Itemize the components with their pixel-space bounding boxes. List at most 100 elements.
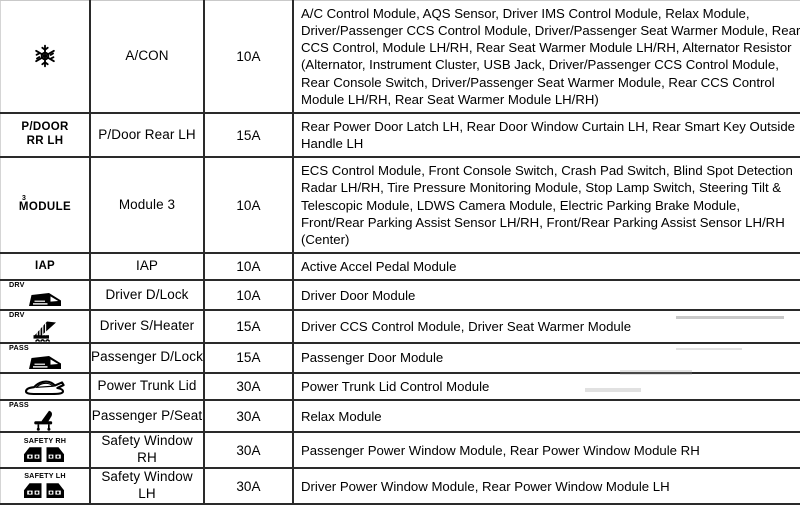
fuse-amperage-cell: 15A xyxy=(204,113,293,157)
fuse-amperage: 15A xyxy=(205,350,292,365)
text-label-icon-caption: IAP xyxy=(35,260,55,274)
fuse-amperage-cell: 30A xyxy=(204,373,293,400)
trunk-lid-icon xyxy=(1,376,89,398)
fuse-icon-cell: DRV xyxy=(1,280,91,310)
fuse-amperage-cell: 10A xyxy=(204,157,293,253)
table-row: IAP IAP 10A Active Accel Pedal Module xyxy=(1,253,800,280)
fuse-icon-cell: 3 MODULE xyxy=(1,157,91,253)
fuse-amperage: 10A xyxy=(205,49,292,64)
fuse-name-cell: Module 3 xyxy=(90,157,204,253)
fuse-name-cell: P/Door Rear LH xyxy=(90,113,204,157)
fuse-name: Power Trunk Lid xyxy=(91,378,203,395)
fuse-description: Driver Power Window Module, Rear Power W… xyxy=(294,474,800,499)
fuse-icon-cell xyxy=(1,1,91,113)
fuse-name: A/CON xyxy=(91,48,203,65)
fuse-amperage-cell: 30A xyxy=(204,468,293,504)
fuse-name: Safety Window LH xyxy=(91,469,203,503)
fuse-amperage-cell: 10A xyxy=(204,280,293,310)
fuse-name-cell: Safety Window RH xyxy=(90,432,204,468)
door-icon: DRV xyxy=(1,281,89,309)
fuse-icon-cell: SAFETY RH xyxy=(1,432,91,468)
fuse-amperage-cell: 15A xyxy=(204,310,293,342)
fuse-description-cell: A/C Control Module, AQS Sensor, Driver I… xyxy=(293,1,800,113)
fuse-description-cell: ECS Control Module, Front Console Switch… xyxy=(293,157,800,253)
fuse-description: Active Accel Pedal Module xyxy=(294,254,800,279)
fuse-description: Rear Power Door Latch LH, Rear Door Wind… xyxy=(294,114,800,156)
fuse-amperage: 15A xyxy=(205,128,292,143)
table-row: P/DOOR RR LH P/Door Rear LH 15A Rear Pow… xyxy=(1,113,800,157)
snowflake-icon xyxy=(1,43,89,69)
fuse-name-cell: Passenger D/Lock xyxy=(90,343,204,373)
seat-heater-icon: DRV xyxy=(1,311,89,341)
fuse-amperage: 10A xyxy=(205,259,292,274)
fuse-name: Module 3 xyxy=(91,197,203,214)
table-row: A/CON 10A A/C Control Module, AQS Sensor… xyxy=(1,1,800,113)
fuse-amperage-cell: 30A xyxy=(204,400,293,432)
fuse-description-cell: Passenger Power Window Module, Rear Powe… xyxy=(293,432,800,468)
fuse-name: IAP xyxy=(91,258,203,275)
table-row: DRV xyxy=(1,310,800,342)
fuse-description-cell: Driver Door Module xyxy=(293,280,800,310)
seat-heater-icon-caption: DRV xyxy=(9,311,25,319)
table-row: SAFETY LH xyxy=(1,468,800,504)
fuse-name: Safety Window RH xyxy=(91,433,203,467)
fuse-description-cell: Passenger Door Module xyxy=(293,343,800,373)
table-row: 3 MODULE Module 3 10A ECS Control Module… xyxy=(1,157,800,253)
fuse-name-cell: Driver D/Lock xyxy=(90,280,204,310)
fuse-icon-cell: PASS xyxy=(1,400,91,432)
safety-window-icon: SAFETY LH xyxy=(1,472,89,499)
fuse-amperage-cell: 10A xyxy=(204,253,293,280)
safety-window-icon-caption: SAFETY LH xyxy=(24,472,66,480)
fuse-icon-cell: DRV xyxy=(1,310,91,342)
fuse-amperage: 15A xyxy=(205,319,292,334)
fuse-icon-cell: PASS xyxy=(1,343,91,373)
text-label-icon: P/DOOR RR LH xyxy=(1,121,89,149)
door-icon-caption: PASS xyxy=(9,344,29,352)
fuse-amperage: 30A xyxy=(205,409,292,424)
table-row: DRV Driver D/Lock 10A Driver Door Module xyxy=(1,280,800,310)
fuse-amperage: 10A xyxy=(205,288,292,303)
fuse-description: A/C Control Module, AQS Sensor, Driver I… xyxy=(294,1,800,112)
power-seat-icon: PASS xyxy=(1,401,89,431)
fuse-description: Relax Module xyxy=(294,404,800,429)
fuse-description: Passenger Power Window Module, Rear Powe… xyxy=(294,438,800,463)
fuse-amperage: 30A xyxy=(205,379,292,394)
fuse-amperage-cell: 30A xyxy=(204,432,293,468)
table-row: PASS Passenger P/Seat 30A xyxy=(1,400,800,432)
fuse-name: Passenger P/Seat xyxy=(91,408,203,425)
fuse-amperage-cell: 15A xyxy=(204,343,293,373)
fuse-icon-cell xyxy=(1,373,91,400)
safety-window-icon-caption: SAFETY RH xyxy=(24,437,66,445)
fuse-description: ECS Control Module, Front Console Switch… xyxy=(294,158,800,252)
fuse-description-cell: Power Trunk Lid Control Module xyxy=(293,373,800,400)
fuse-amperage-cell: 10A xyxy=(204,1,293,113)
fuse-name-cell: Power Trunk Lid xyxy=(90,373,204,400)
fuse-name: Passenger D/Lock xyxy=(91,349,203,366)
fuse-name: Driver D/Lock xyxy=(91,287,203,304)
fuse-name-cell: Passenger P/Seat xyxy=(90,400,204,432)
fuse-name-cell: Safety Window LH xyxy=(90,468,204,504)
fuse-description-cell: Relax Module xyxy=(293,400,800,432)
power-seat-icon-caption: PASS xyxy=(9,401,29,409)
fuse-description-cell: Active Accel Pedal Module xyxy=(293,253,800,280)
text-label-icon: IAP xyxy=(1,260,89,274)
table-row: Power Trunk Lid 30A Power Trunk Lid Cont… xyxy=(1,373,800,400)
door-icon-caption: DRV xyxy=(9,281,25,289)
fuse-name: P/Door Rear LH xyxy=(91,127,203,144)
safety-window-icon: SAFETY RH xyxy=(1,437,89,464)
fuse-name-cell: Driver S/Heater xyxy=(90,310,204,342)
fuse-icon-cell: IAP xyxy=(1,253,91,280)
fuse-description-cell: Driver Power Window Module, Rear Power W… xyxy=(293,468,800,504)
fuse-icon-cell: P/DOOR RR LH xyxy=(1,113,91,157)
fuse-amperage: 30A xyxy=(205,479,292,494)
fuse-description: Driver CCS Control Module, Driver Seat W… xyxy=(294,314,800,339)
fuse-description-cell: Driver CCS Control Module, Driver Seat W… xyxy=(293,310,800,342)
fuse-description: Driver Door Module xyxy=(294,283,800,308)
module-number-icon: 3 MODULE xyxy=(1,195,89,215)
fuse-icon-cell: SAFETY LH xyxy=(1,468,91,504)
fuse-name-cell: IAP xyxy=(90,253,204,280)
module-number-caption: MODULE xyxy=(19,201,71,215)
door-icon: PASS xyxy=(1,344,89,372)
